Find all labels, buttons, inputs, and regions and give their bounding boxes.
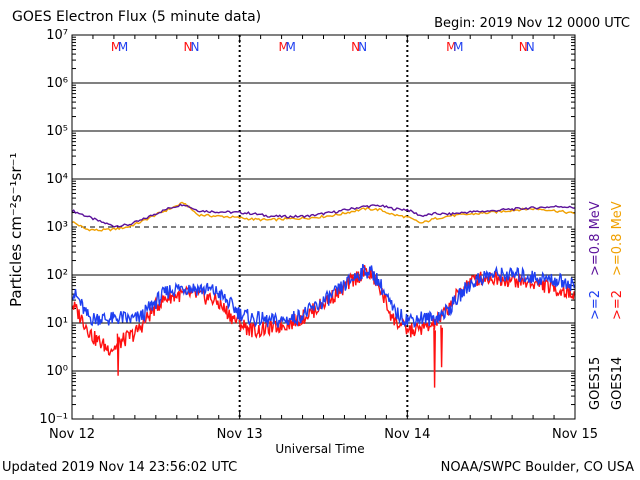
legend-goes15-ge08: >=0.8 MeV	[588, 201, 603, 276]
marker-label: M	[453, 40, 463, 54]
begin-time: Begin: 2019 Nov 12 0000 UTC	[434, 16, 630, 31]
y-tick-label: 10³	[46, 220, 68, 235]
y-tick-label: 10²	[46, 268, 68, 283]
chart-grid	[71, 35, 576, 419]
y-tick-label: 10¹	[46, 316, 68, 331]
marker-label: N	[526, 40, 535, 54]
axis-labels: 10⁻¹ 10⁰ 10¹ 10² 10³ 10⁴ 10⁵ 10⁶ 10⁷ Nov 12 Nov 13…	[39, 28, 598, 442]
legend-goes15-ge2: >=2	[588, 289, 603, 320]
marker-layer: MM NN MM NN MM NN	[111, 40, 535, 54]
marker-label: M	[111, 40, 121, 54]
x-tick-label: Nov 14	[384, 427, 430, 442]
series-dip	[433, 327, 436, 388]
marker-label: N	[183, 40, 192, 54]
y-tick-label: 10⁴	[46, 172, 68, 187]
marker-label: N	[519, 40, 528, 54]
y-axis-label: Particles cm⁻²s⁻¹sr⁻¹	[7, 152, 25, 307]
legend-goes15: GOES15	[588, 356, 603, 410]
series-line	[71, 203, 576, 228]
series-layer	[71, 201, 576, 388]
marker-label: N	[351, 40, 360, 54]
y-tick-label: 10⁵	[46, 124, 68, 139]
marker-label: M	[446, 40, 456, 54]
series-dip	[440, 325, 443, 368]
x-tick-label: Nov 12	[49, 427, 95, 442]
y-tick-label: 10⁶	[46, 76, 68, 91]
updated-time: Updated 2019 Nov 14 23:56:02 UTC	[2, 460, 238, 475]
marker-label: M	[285, 40, 295, 54]
y-tick-label: 10⁻¹	[39, 412, 68, 427]
x-axis-label: Universal Time	[275, 442, 365, 456]
x-tick-label: Nov 15	[552, 427, 598, 442]
chart-title: GOES Electron Flux (5 minute data)	[12, 9, 262, 25]
marker-label: N	[358, 40, 367, 54]
marker-label: M	[118, 40, 128, 54]
plot-frame	[71, 34, 576, 420]
legend-goes14-ge08: >=0.8 MeV	[610, 201, 625, 276]
marker-label: M	[278, 40, 288, 54]
credit-text: NOAA/SWPC Boulder, CO USA	[440, 460, 634, 475]
marker-label: N	[190, 40, 199, 54]
y-tick-label: 10⁰	[46, 364, 68, 379]
series-line	[71, 263, 576, 329]
legend-goes14-ge2: >=2	[610, 289, 625, 320]
y-tick-label: 10⁷	[46, 28, 68, 43]
legend-goes14: GOES14	[610, 356, 625, 410]
series-line	[71, 265, 576, 356]
series-dip	[116, 333, 120, 376]
x-tick-label: Nov 13	[217, 427, 263, 442]
